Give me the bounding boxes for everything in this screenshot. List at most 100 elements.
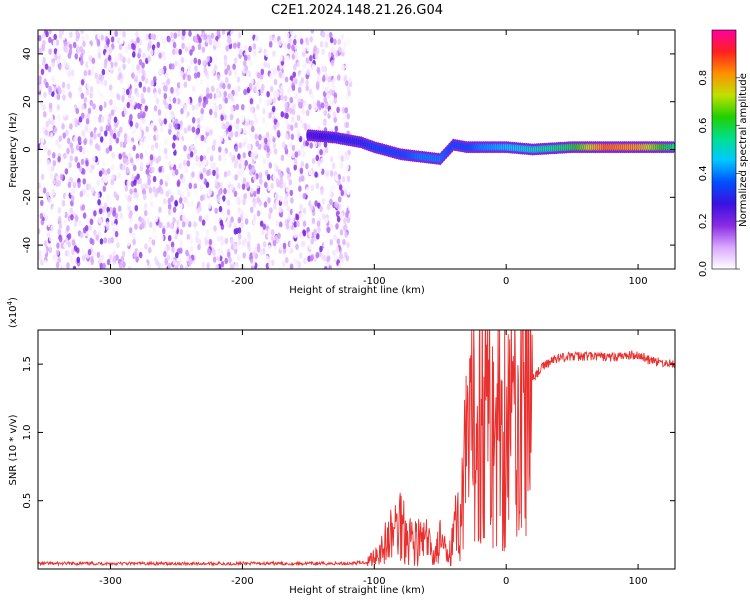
noise-blob	[201, 46, 206, 53]
noise-blob	[316, 212, 320, 220]
noise-blob	[180, 107, 184, 115]
noise-blob	[51, 189, 55, 196]
y-tick-label: 1.0	[22, 424, 33, 440]
noise-blob	[197, 43, 202, 50]
noise-blob	[162, 228, 166, 235]
noise-blob	[123, 133, 128, 140]
noise-blob	[258, 148, 263, 155]
spectrogram-y-ticks: -40 -20 0 20 40	[22, 48, 675, 253]
noise-blob	[308, 231, 313, 238]
noise-blob	[210, 162, 214, 169]
noise-blob	[82, 40, 86, 48]
noise-blob	[89, 86, 94, 93]
noise-blob	[143, 137, 148, 145]
noise-blob	[290, 197, 294, 204]
noise-blob	[252, 214, 257, 221]
noise-blob	[281, 141, 286, 148]
noise-blob	[43, 240, 48, 247]
noise-blob	[98, 95, 103, 102]
noise-blob	[160, 263, 164, 269]
noise-blob	[117, 66, 122, 74]
noise-blob	[138, 48, 142, 55]
noise-blob	[236, 254, 241, 262]
noise-blob	[338, 184, 343, 191]
noise-blob	[59, 173, 64, 181]
noise-blob	[132, 164, 137, 172]
noise-blob	[280, 154, 285, 161]
noise-blob	[38, 191, 41, 198]
noise-blob	[204, 98, 209, 105]
noise-blob	[267, 139, 271, 146]
noise-blob	[118, 72, 123, 79]
noise-blob	[106, 168, 111, 175]
noise-blob	[300, 181, 304, 188]
noise-blob	[196, 71, 201, 78]
noise-blob	[220, 239, 224, 247]
noise-blob	[237, 182, 241, 190]
noise-blob	[345, 121, 350, 129]
noise-blob	[336, 179, 341, 186]
noise-blob	[253, 85, 257, 92]
noise-blob	[242, 152, 246, 159]
noise-blob	[256, 210, 261, 217]
noise-blob	[219, 82, 223, 89]
noise-blob	[324, 102, 329, 110]
noise-blob	[108, 84, 113, 91]
noise-blob	[323, 96, 328, 104]
noise-blob	[128, 152, 132, 160]
noise-blob	[46, 159, 50, 166]
noise-blob	[254, 133, 258, 140]
noise-blob	[214, 97, 219, 105]
noise-blob	[332, 249, 336, 256]
noise-blob	[50, 165, 55, 172]
noise-blob	[176, 89, 180, 97]
noise-blob	[280, 111, 285, 118]
noise-blob	[81, 148, 86, 155]
noise-blob	[221, 209, 226, 216]
noise-blob	[140, 217, 144, 224]
noise-blob	[217, 189, 222, 196]
noise-blob	[339, 162, 344, 169]
noise-blob	[75, 215, 79, 222]
noise-blob	[305, 79, 310, 87]
noise-blob	[278, 206, 283, 213]
noise-blob	[212, 256, 217, 263]
noise-blob	[249, 132, 253, 140]
noise-blob	[177, 189, 181, 196]
noise-blob	[264, 137, 268, 144]
noise-blob	[127, 253, 131, 261]
noise-blob	[341, 167, 345, 174]
chart-title: C2E1.2024.148.21.26.G04	[271, 3, 443, 18]
noise-blob	[170, 31, 174, 39]
noise-blob	[39, 99, 44, 107]
noise-blob	[250, 120, 254, 127]
noise-blob	[171, 246, 175, 253]
noise-blob	[45, 191, 50, 198]
noise-blob	[110, 237, 114, 244]
noise-blob	[275, 91, 280, 98]
noise-blob	[64, 237, 69, 244]
noise-blob	[68, 161, 72, 169]
noise-blob	[147, 55, 152, 62]
noise-blob	[213, 225, 217, 232]
noise-blob	[191, 126, 196, 133]
noise-blob	[329, 223, 334, 230]
noise-blob	[178, 197, 183, 204]
noise-blob	[57, 216, 62, 223]
noise-blob	[70, 228, 74, 236]
noise-blob	[270, 127, 275, 135]
colorbar-tick-label: 0.4	[698, 165, 709, 181]
noise-blob	[259, 220, 264, 227]
colorbar-ticks: 0.0 0.2 0.4 0.6 0.8	[698, 70, 740, 277]
noise-blob	[49, 210, 54, 217]
noise-blob	[80, 158, 85, 165]
noise-blob	[249, 59, 253, 66]
noise-blob	[242, 141, 246, 148]
noise-blob	[273, 90, 277, 98]
noise-blob	[58, 80, 63, 87]
noise-blob	[52, 39, 57, 46]
noise-blob	[63, 152, 67, 160]
noise-blob	[153, 76, 157, 83]
noise-blob	[111, 215, 116, 222]
noise-blob	[149, 154, 154, 161]
